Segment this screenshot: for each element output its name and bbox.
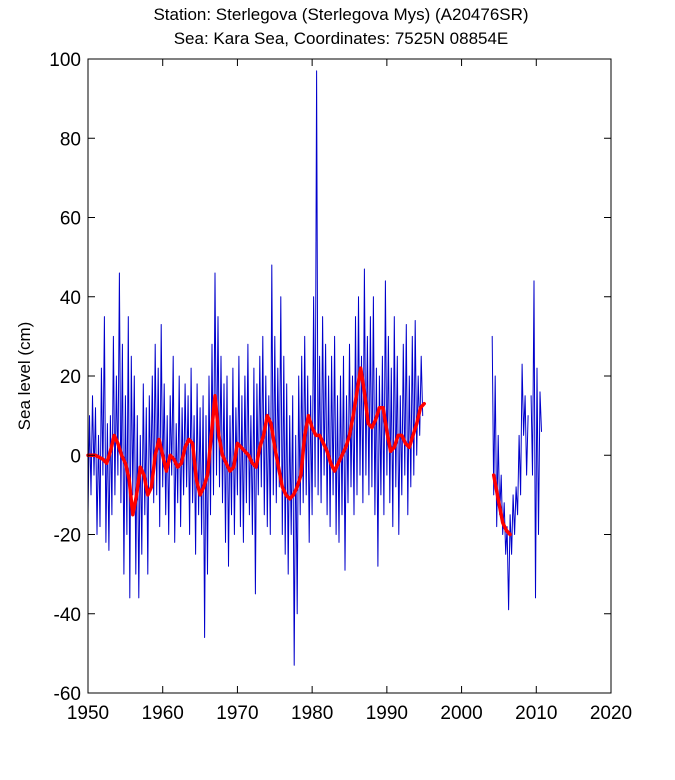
annual-mean-line-segment-1 xyxy=(491,473,512,537)
chart-subtitle: Sea: Kara Sea, Coordinates: 7525N 08854E xyxy=(174,29,509,48)
monthly-sea-level-line-segment-2 xyxy=(530,280,542,599)
x-tick-label-1990: 1990 xyxy=(366,703,408,724)
x-tick-label-1970: 1970 xyxy=(216,703,258,724)
y-tick-label--40: -40 xyxy=(54,605,81,626)
annual-mean-line-segment-0 xyxy=(86,366,426,517)
x-tick-label-1960: 1960 xyxy=(142,703,184,724)
series-layer xyxy=(86,70,542,666)
y-tick-label-20: 20 xyxy=(60,367,81,388)
y-axis-label: Sea level (cm) xyxy=(15,322,34,431)
x-tick-label-2020: 2020 xyxy=(590,703,632,724)
x-tick-label-1980: 1980 xyxy=(291,703,333,724)
y-tick-label-0: 0 xyxy=(70,446,81,467)
y-tick-label-80: 80 xyxy=(60,129,81,150)
tick-layer: 1950 1960 1970 1980 1990 2000 2010 2020 100 80 60 4… xyxy=(49,50,632,724)
y-tick-label--20: -20 xyxy=(54,526,81,547)
chart-title: Station: Sterlegova (Sterlegova Mys) (A2… xyxy=(153,5,528,24)
y-tick-label--60: -60 xyxy=(54,684,81,705)
monthly-sea-level-line-segment-1 xyxy=(491,335,529,611)
x-tick-label-2010: 2010 xyxy=(515,703,557,724)
x-tick-label-2000: 2000 xyxy=(440,703,482,724)
y-tick-label-100: 100 xyxy=(49,50,81,71)
monthly-sea-level-line-segment-0 xyxy=(87,70,424,666)
x-tick-label-1950: 1950 xyxy=(67,703,109,724)
y-tick-label-40: 40 xyxy=(60,288,81,309)
y-tick-label-60: 60 xyxy=(60,209,81,230)
